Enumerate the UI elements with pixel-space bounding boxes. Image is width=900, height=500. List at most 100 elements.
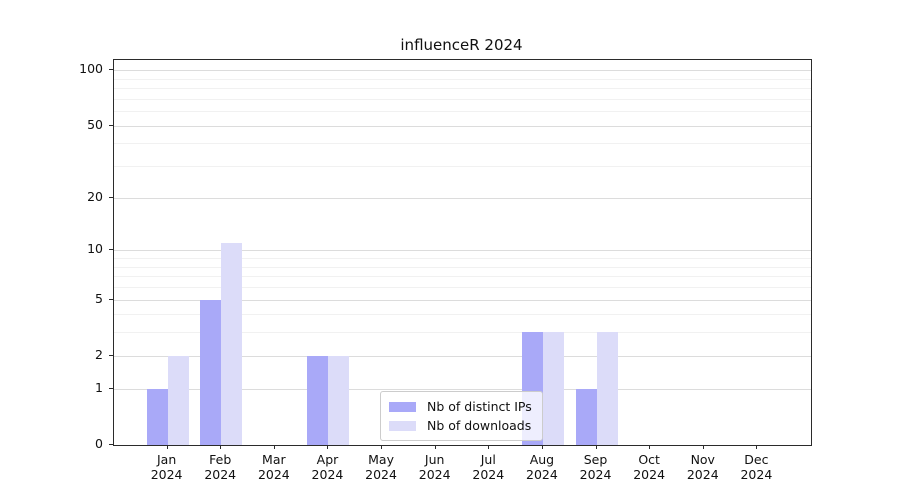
x-tick-label: Sep 2024 — [572, 452, 620, 482]
x-tick-mark — [166, 445, 168, 449]
x-tick-month: May — [368, 452, 394, 467]
legend: Nb of distinct IPs Nb of downloads — [380, 391, 543, 441]
minor-gridline — [114, 332, 811, 334]
x-tick-month: Mar — [262, 452, 286, 467]
x-tick-month: Aug — [529, 452, 555, 467]
y-tick-label: 2 — [95, 346, 103, 362]
bar-downloads — [167, 355, 189, 445]
legend-row: Nb of downloads — [389, 416, 532, 435]
bar-downloads — [328, 355, 350, 445]
y-tick-mark — [109, 249, 113, 250]
x-tick-month: Oct — [638, 452, 660, 467]
x-tick-label: Jan 2024 — [143, 452, 191, 482]
minor-gridline — [114, 166, 811, 168]
major-gridline — [114, 299, 811, 301]
legend-label: Nb of downloads — [427, 418, 532, 433]
bar-downloads — [596, 332, 618, 445]
x-tick-label: Mar 2024 — [250, 452, 298, 482]
bar-downloads — [221, 243, 243, 445]
x-tick-month: Jan — [156, 452, 177, 467]
y-tick-label: 100 — [79, 61, 103, 77]
legend-label: Nb of distinct IPs — [427, 399, 532, 414]
x-tick-year: 2024 — [526, 467, 558, 482]
y-tick-label: 10 — [87, 241, 103, 257]
x-tick-label: Oct 2024 — [625, 452, 673, 482]
major-gridline — [114, 355, 811, 357]
bar-distinct-ips — [146, 388, 168, 445]
x-tick-label: Jun 2024 — [411, 452, 459, 482]
y-tick-label: 0 — [95, 436, 103, 451]
minor-gridline — [114, 111, 811, 113]
x-tick-mark — [541, 445, 543, 449]
y-tick-mark — [109, 388, 113, 389]
x-tick-mark — [595, 445, 597, 449]
x-tick-label: Aug 2024 — [518, 452, 566, 482]
x-tick-year: 2024 — [579, 467, 612, 482]
x-tick-mark — [434, 445, 436, 449]
plot-area: Nb of distinct IPs Nb of downloads — [113, 59, 812, 446]
major-gridline — [114, 250, 811, 252]
x-tick-month: Apr — [316, 452, 339, 467]
minor-gridline — [114, 314, 811, 316]
major-gridline — [114, 388, 811, 390]
x-tick-month: Jun — [424, 452, 445, 467]
bar-distinct-ips — [575, 388, 597, 445]
bar-distinct-ips — [200, 299, 222, 445]
x-tick-year: 2024 — [365, 467, 397, 482]
x-tick-month: Nov — [690, 452, 715, 467]
x-tick-label: Jul 2024 — [464, 452, 512, 482]
minor-gridline — [114, 143, 811, 145]
minor-gridline — [114, 78, 811, 80]
minor-gridline — [114, 88, 811, 90]
y-tick-mark — [109, 444, 113, 445]
x-tick-month: Jul — [480, 452, 496, 467]
x-tick-label: Dec 2024 — [732, 452, 780, 482]
y-tick-label: 50 — [87, 116, 103, 132]
x-tick-mark — [381, 445, 383, 449]
y-tick-label: 20 — [87, 188, 103, 204]
x-tick-year: 2024 — [418, 467, 451, 482]
major-gridline — [114, 70, 811, 72]
x-tick-year: 2024 — [257, 467, 290, 482]
y-tick-mark — [109, 355, 113, 356]
x-tick-label: Apr 2024 — [303, 452, 351, 482]
x-tick-mark — [488, 445, 490, 449]
minor-gridline — [114, 276, 811, 278]
bar-downloads — [542, 332, 564, 445]
bar-distinct-ips — [307, 355, 329, 445]
x-tick-mark — [649, 445, 651, 449]
minor-gridline — [114, 258, 811, 260]
x-tick-label: Nov 2024 — [679, 452, 727, 482]
minor-gridline — [114, 286, 811, 288]
x-tick-year: 2024 — [150, 467, 183, 482]
y-tick-mark — [109, 69, 113, 70]
major-gridline — [114, 197, 811, 199]
x-tick-month: Feb — [209, 452, 232, 467]
major-gridline — [114, 125, 811, 127]
minor-gridline — [114, 266, 811, 268]
legend-row: Nb of distinct IPs — [389, 397, 532, 416]
x-tick-mark — [702, 445, 704, 449]
x-tick-mark — [327, 445, 329, 449]
x-tick-month: Sep — [583, 452, 608, 467]
y-tick-label: 5 — [95, 290, 103, 306]
x-tick-mark — [756, 445, 758, 449]
y-tick-mark — [109, 125, 113, 126]
minor-gridline — [114, 98, 811, 100]
x-tick-year: 2024 — [311, 467, 344, 482]
x-tick-mark — [220, 445, 222, 449]
x-tick-year: 2024 — [204, 467, 237, 482]
legend-swatch — [389, 401, 416, 412]
x-tick-label: Feb 2024 — [196, 452, 244, 482]
y-tick-label: 1 — [95, 379, 103, 395]
x-tick-year: 2024 — [686, 467, 719, 482]
x-tick-year: 2024 — [740, 467, 773, 482]
x-tick-month: Dec — [744, 452, 769, 467]
x-tick-mark — [273, 445, 275, 449]
y-tick-mark — [109, 299, 113, 300]
x-tick-year: 2024 — [472, 467, 505, 482]
legend-swatch — [389, 420, 416, 431]
chart-title: influenceR 2024 — [400, 36, 523, 54]
y-tick-mark — [109, 197, 113, 198]
